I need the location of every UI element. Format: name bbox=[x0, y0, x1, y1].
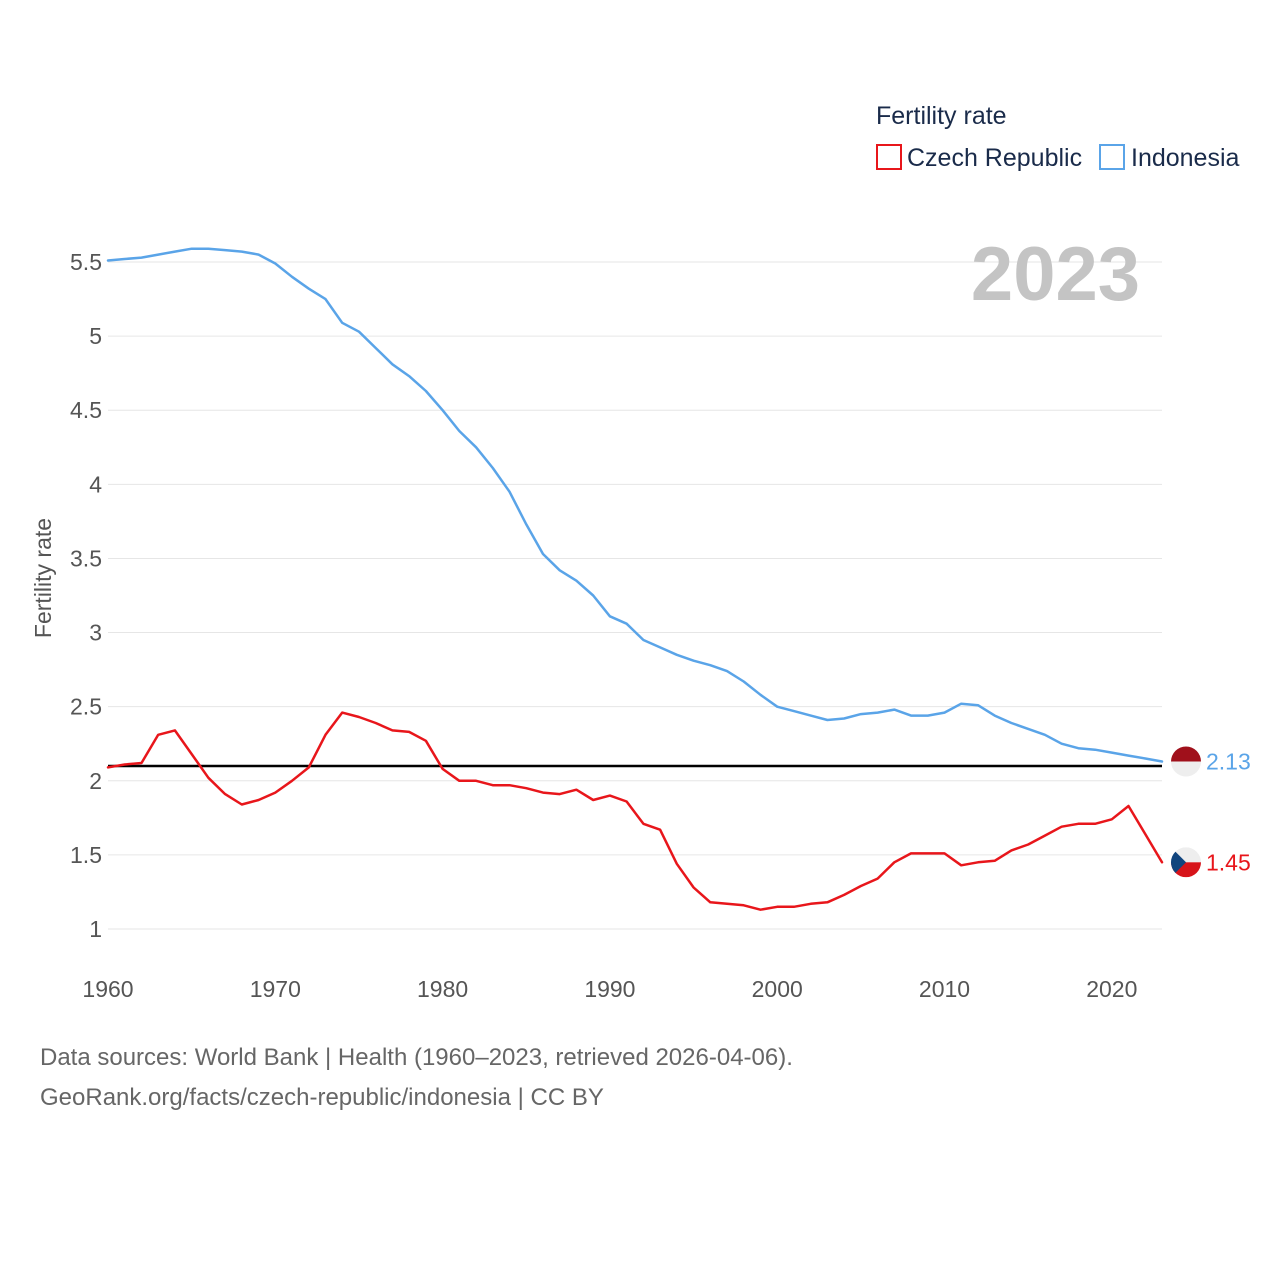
y-tick-label: 2 bbox=[89, 768, 102, 794]
legend-label-czech-republic: Czech Republic bbox=[907, 144, 1082, 172]
y-tick-label: 1 bbox=[89, 916, 102, 942]
footer-attribution: GeoRank.org/facts/czech-republic/indones… bbox=[40, 1084, 604, 1111]
legend-item-indonesia[interactable]: Indonesia bbox=[1099, 144, 1240, 172]
x-axis-ticks: 1960 1970 1980 1990 2000 2010 2020 bbox=[82, 976, 1137, 1002]
legend-title: Fertility rate bbox=[876, 102, 1007, 130]
x-tick-label: 2020 bbox=[1086, 976, 1137, 1002]
x-tick-label: 2000 bbox=[752, 976, 803, 1002]
footer-sources: Data sources: World Bank | Health (1960–… bbox=[40, 1044, 793, 1071]
x-tick-label: 1970 bbox=[250, 976, 301, 1002]
indonesia-flag-icon bbox=[1171, 746, 1201, 777]
legend-label-indonesia: Indonesia bbox=[1131, 144, 1240, 172]
y-axis-title: Fertility rate bbox=[30, 518, 56, 638]
end-markers: 1.45 2.13 bbox=[1171, 746, 1251, 878]
y-tick-label: 4 bbox=[89, 471, 102, 497]
y-axis-ticks: 1 1.5 2 2.5 3 3.5 4 4.5 5 5.5 bbox=[70, 249, 102, 942]
y-tick-label: 5.5 bbox=[70, 249, 102, 275]
gridlines bbox=[108, 261, 1162, 930]
legend-swatch-indonesia bbox=[1099, 144, 1125, 170]
fertility-rate-chart: 1 1.5 2 2.5 3 3.5 4 4.5 5 5.5 1960 1970 1980 1990 200… bbox=[30, 102, 1251, 1002]
x-tick-label: 1990 bbox=[584, 976, 635, 1002]
y-tick-label: 5 bbox=[89, 323, 102, 349]
x-tick-label: 2010 bbox=[919, 976, 970, 1002]
y-tick-label: 3 bbox=[89, 620, 102, 646]
czech-flag-icon bbox=[1171, 847, 1201, 878]
legend-item-czech-republic[interactable]: Czech Republic bbox=[876, 144, 1082, 172]
x-tick-label: 1980 bbox=[417, 976, 468, 1002]
series-line-czech-republic bbox=[106, 711, 1164, 911]
legend-swatch-czech-republic bbox=[876, 144, 902, 170]
year-label: 2023 bbox=[971, 232, 1140, 317]
end-value-label-czech-republic: 1.45 bbox=[1206, 849, 1251, 875]
series-line-indonesia bbox=[106, 247, 1164, 763]
y-tick-label: 1.5 bbox=[70, 842, 102, 868]
legend: Fertility rate Czech Republic Indonesia bbox=[876, 102, 1240, 172]
x-tick-label: 1960 bbox=[82, 976, 133, 1002]
y-tick-label: 3.5 bbox=[70, 545, 102, 571]
end-value-label-indonesia: 2.13 bbox=[1206, 749, 1251, 775]
flag-red-band bbox=[1171, 746, 1201, 762]
y-tick-label: 2.5 bbox=[70, 694, 102, 720]
y-tick-label: 4.5 bbox=[70, 397, 102, 423]
series-lines bbox=[106, 247, 1164, 911]
flag-blue-triangle bbox=[1171, 847, 1186, 878]
flag-white-band bbox=[1171, 761, 1201, 777]
